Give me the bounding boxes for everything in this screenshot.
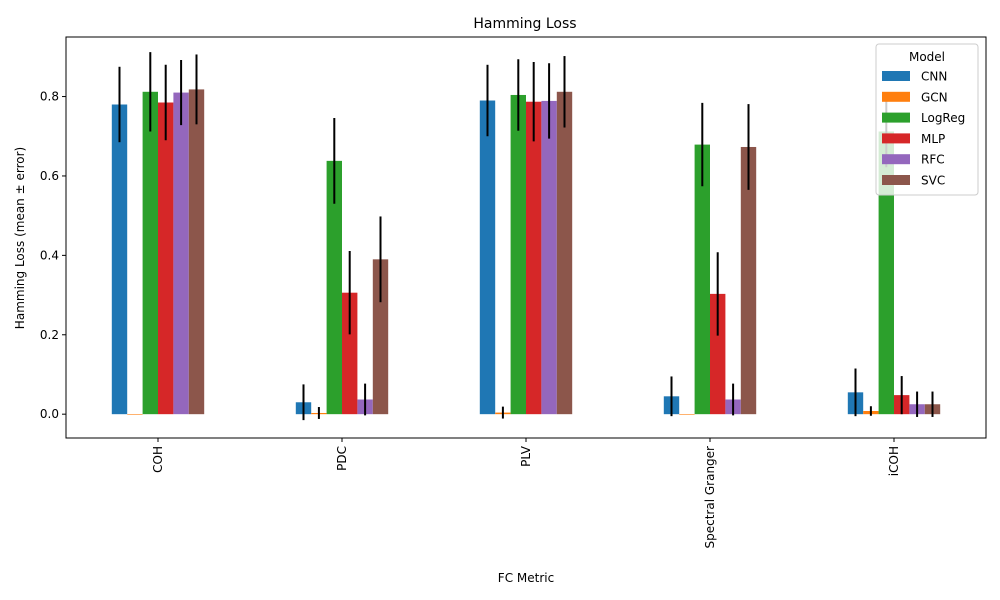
y-axis: 0.0 0.2 0.4 0.6 0.8	[40, 90, 66, 421]
x-tick-label-coh: COH	[151, 446, 165, 473]
legend-label-mlp: MLP	[921, 132, 945, 146]
bar-logreg-coh	[142, 91, 158, 415]
y-tick-label: 0.8	[40, 90, 59, 104]
legend-label-svc: SVC	[921, 174, 945, 188]
x-axis: COH PDC PLV Spectral Granger iCOH	[151, 438, 901, 548]
legend-items: CNN GCN LogReg MLP RFC SVC	[882, 70, 965, 188]
bar-svc-pdc	[372, 259, 389, 415]
bar-logreg-pdc	[326, 160, 342, 415]
bar-svc-spectral-granger	[740, 146, 757, 415]
bar-svc-coh	[188, 89, 205, 415]
legend-label-gcn: GCN	[921, 90, 948, 104]
bar-mlp-pdc	[342, 292, 358, 415]
legend-label-rfc: RFC	[921, 153, 945, 167]
bar-rfc-coh	[173, 92, 189, 415]
bar-logreg-icoh	[878, 131, 894, 415]
legend-swatch-gcn	[882, 91, 910, 102]
bar-mlp-spectral-granger	[710, 293, 726, 415]
y-tick-label: 0.6	[40, 169, 59, 183]
legend-label-logreg: LogReg	[921, 111, 965, 125]
y-tick-label: 0.0	[40, 407, 59, 421]
legend-swatch-cnn	[882, 71, 910, 81]
bar-rfc-plv	[541, 100, 557, 415]
bar-gcn-spectral-granger	[679, 414, 695, 415]
bar-gcn-coh	[127, 414, 143, 415]
bar-logreg-spectral-granger	[694, 144, 710, 415]
bar-cnn-coh	[111, 104, 128, 415]
bar-svc-plv	[556, 91, 573, 415]
x-tick-label-icoh: iCOH	[887, 446, 901, 476]
legend-swatch-logreg	[882, 112, 910, 123]
error-bars-layer	[118, 52, 934, 421]
y-axis-label: Hamming Loss (mean ± error)	[13, 147, 27, 329]
legend-title: Model	[909, 50, 945, 64]
bar-logreg-plv	[510, 94, 526, 415]
y-tick-label: 0.4	[40, 248, 59, 262]
legend-swatch-mlp	[882, 133, 910, 144]
legend: Model CNN GCN LogReg MLP RFC SVC	[875, 43, 979, 196]
bar-mlp-coh	[158, 102, 174, 415]
bars-layer	[111, 89, 941, 415]
y-tick-label: 0.2	[40, 328, 59, 342]
bar-mlp-plv	[526, 101, 542, 415]
x-axis-label: FC Metric	[498, 571, 554, 585]
legend-swatch-svc	[882, 175, 910, 185]
legend-swatch-rfc	[882, 154, 910, 165]
legend-label-cnn: CNN	[921, 70, 947, 84]
x-tick-label-pdc: PDC	[335, 446, 349, 471]
bar-cnn-plv	[479, 100, 496, 415]
chart-title: Hamming Loss	[473, 16, 576, 32]
x-tick-label-spectral-granger: Spectral Granger	[703, 446, 717, 549]
x-tick-label-plv: PLV	[519, 445, 533, 467]
